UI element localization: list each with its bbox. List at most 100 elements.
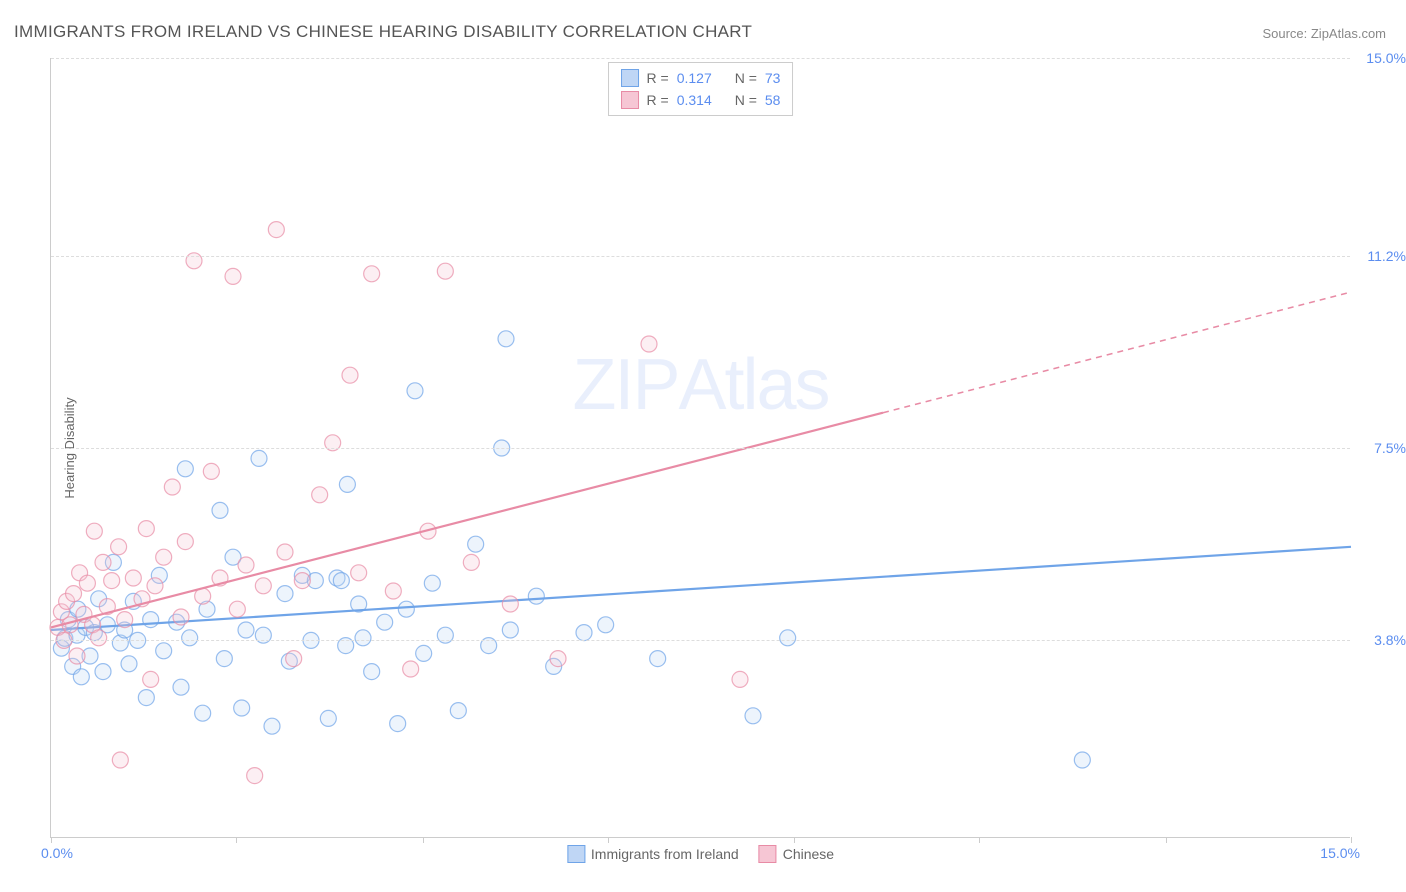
r-value-ireland: 0.127	[677, 70, 727, 86]
scatter-point-chinese	[91, 630, 107, 646]
scatter-point-chinese	[312, 487, 328, 503]
x-axis-start-label: 0.0%	[41, 845, 73, 861]
scatter-point-chinese	[286, 651, 302, 667]
scatter-point-ireland	[450, 703, 466, 719]
scatter-point-ireland	[502, 622, 518, 638]
r-label: R =	[647, 92, 669, 108]
r-value-chinese: 0.314	[677, 92, 727, 108]
legend-item-chinese: Chinese	[759, 845, 834, 863]
chart-container: IMMIGRANTS FROM IRELAND VS CHINESE HEARI…	[0, 0, 1406, 892]
grid-line	[51, 58, 1350, 59]
scatter-point-chinese	[229, 601, 245, 617]
swatch-ireland-bottom	[567, 845, 585, 863]
legend-row-ireland: R = 0.127 N = 73	[621, 67, 781, 89]
scatter-point-chinese	[437, 263, 453, 279]
scatter-point-chinese	[164, 479, 180, 495]
scatter-point-chinese	[641, 336, 657, 352]
swatch-ireland	[621, 69, 639, 87]
scatter-point-ireland	[333, 573, 349, 589]
scatter-point-chinese	[502, 596, 518, 612]
scatter-point-ireland	[138, 690, 154, 706]
y-tick-label: 11.2%	[1367, 248, 1406, 264]
scatter-point-ireland	[780, 630, 796, 646]
scatter-point-chinese	[342, 367, 358, 383]
y-tick-label: 7.5%	[1374, 440, 1406, 456]
scatter-point-chinese	[111, 539, 127, 555]
scatter-point-ireland	[1074, 752, 1090, 768]
y-tick-label: 15.0%	[1366, 50, 1406, 66]
scatter-point-chinese	[351, 565, 367, 581]
x-tick	[1351, 837, 1352, 843]
plot-area: Hearing Disability ZIPAtlas R = 0.127 N …	[50, 58, 1350, 838]
grid-line	[51, 256, 1350, 257]
legend-row-chinese: R = 0.314 N = 58	[621, 89, 781, 111]
scatter-point-ireland	[498, 331, 514, 347]
scatter-point-chinese	[550, 651, 566, 667]
regression-line-dashed-chinese	[883, 292, 1351, 413]
scatter-point-ireland	[195, 705, 211, 721]
scatter-point-chinese	[125, 570, 141, 586]
scatter-point-chinese	[95, 554, 111, 570]
x-axis-end-label: 15.0%	[1320, 845, 1360, 861]
scatter-point-ireland	[576, 625, 592, 641]
scatter-point-ireland	[339, 476, 355, 492]
swatch-chinese	[621, 91, 639, 109]
scatter-point-chinese	[268, 222, 284, 238]
scatter-point-ireland	[238, 622, 254, 638]
x-tick	[1166, 837, 1167, 843]
scatter-point-ireland	[173, 679, 189, 695]
scatter-point-chinese	[104, 573, 120, 589]
scatter-point-ireland	[598, 617, 614, 633]
legend-label-chinese: Chinese	[783, 846, 834, 862]
scatter-point-ireland	[364, 664, 380, 680]
x-tick	[236, 837, 237, 843]
y-tick-label: 3.8%	[1374, 632, 1406, 648]
swatch-chinese-bottom	[759, 845, 777, 863]
scatter-point-chinese	[403, 661, 419, 677]
scatter-point-chinese	[66, 586, 82, 602]
legend-label-ireland: Immigrants from Ireland	[591, 846, 739, 862]
n-label: N =	[735, 92, 757, 108]
scatter-point-ireland	[650, 651, 666, 667]
x-tick	[608, 837, 609, 843]
x-tick	[423, 837, 424, 843]
scatter-point-chinese	[79, 575, 95, 591]
scatter-point-chinese	[294, 573, 310, 589]
scatter-point-ireland	[320, 710, 336, 726]
n-label: N =	[735, 70, 757, 86]
legend-item-ireland: Immigrants from Ireland	[567, 845, 739, 863]
scatter-point-ireland	[251, 450, 267, 466]
scatter-point-ireland	[355, 630, 371, 646]
x-tick	[794, 837, 795, 843]
scatter-point-ireland	[424, 575, 440, 591]
scatter-point-ireland	[121, 656, 137, 672]
scatter-point-ireland	[407, 383, 423, 399]
scatter-point-chinese	[247, 768, 263, 784]
scatter-point-ireland	[528, 588, 544, 604]
legend-correlation-box: R = 0.127 N = 73 R = 0.314 N = 58	[608, 62, 794, 116]
scatter-point-ireland	[377, 614, 393, 630]
n-value-ireland: 73	[765, 70, 781, 86]
scatter-point-ireland	[212, 502, 228, 518]
scatter-point-chinese	[732, 671, 748, 687]
scatter-point-ireland	[468, 536, 484, 552]
scatter-point-ireland	[277, 586, 293, 602]
scatter-point-ireland	[156, 643, 172, 659]
scatter-point-chinese	[86, 523, 102, 539]
chart-title: IMMIGRANTS FROM IRELAND VS CHINESE HEARI…	[14, 22, 752, 42]
x-tick	[51, 837, 52, 843]
scatter-point-chinese	[238, 557, 254, 573]
scatter-point-chinese	[117, 612, 133, 628]
scatter-point-ireland	[745, 708, 761, 724]
legend-bottom: Immigrants from Ireland Chinese	[567, 845, 834, 863]
scatter-point-ireland	[177, 461, 193, 477]
x-tick	[979, 837, 980, 843]
scatter-point-chinese	[225, 268, 241, 284]
scatter-point-chinese	[69, 648, 85, 664]
scatter-point-ireland	[390, 716, 406, 732]
scatter-point-chinese	[255, 578, 271, 594]
scatter-point-chinese	[173, 609, 189, 625]
scatter-point-ireland	[416, 645, 432, 661]
scatter-point-chinese	[147, 578, 163, 594]
scatter-point-chinese	[143, 671, 159, 687]
